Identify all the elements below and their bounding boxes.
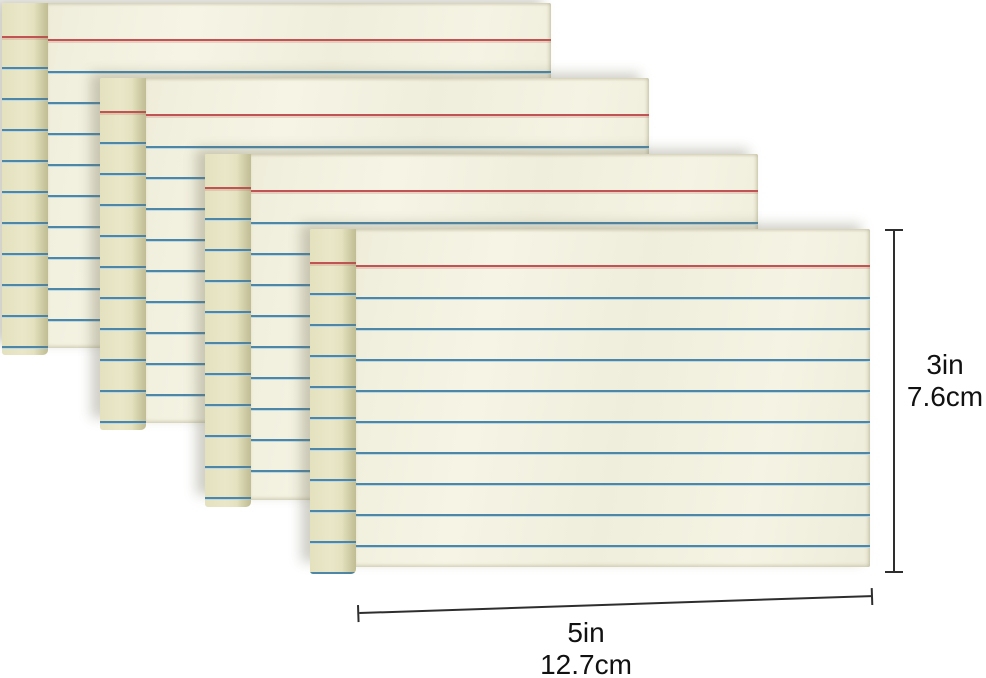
width-cm-label: 12.7cm — [540, 649, 632, 678]
width-inches-label: 5in — [567, 617, 605, 648]
height-inches-label: 3in — [926, 349, 964, 380]
fold-shading — [34, 3, 48, 355]
card-stack-side-edge — [2, 3, 48, 355]
width-dimension-label: 5in 12.7cm — [486, 617, 686, 678]
ruled-red-line — [145, 114, 649, 116]
ruled-red-line — [205, 187, 251, 189]
card-stack-side-edge — [100, 78, 146, 430]
ruled-blue-lines — [100, 130, 146, 430]
fold-shading — [237, 154, 251, 507]
height-dimension-label: 3in 7.6cm — [900, 349, 986, 413]
ruled-red-line — [250, 190, 758, 192]
ruled-blue-lines — [205, 206, 251, 507]
ruled-red-line — [47, 39, 551, 41]
ruled-blue-lines — [355, 285, 870, 567]
ruled-red-line — [100, 111, 146, 113]
height-dimension-line — [885, 229, 903, 573]
ruled-blue-lines — [2, 55, 48, 355]
ruled-red-line — [2, 36, 48, 38]
card-stack-side-edge — [310, 229, 356, 574]
index-card-pad-4 — [310, 229, 870, 574]
height-cm-label: 7.6cm — [906, 381, 984, 412]
card-stack-side-edge — [205, 154, 251, 507]
ruled-blue-lines — [310, 281, 356, 574]
height-dimension-line-shaft — [893, 231, 895, 571]
ruled-red-line — [310, 262, 356, 264]
card-face — [355, 229, 870, 567]
ruled-red-line — [355, 265, 870, 267]
fold-shading — [342, 229, 356, 574]
width-dimension-line-shaft — [359, 595, 872, 615]
fold-shading — [132, 78, 146, 430]
